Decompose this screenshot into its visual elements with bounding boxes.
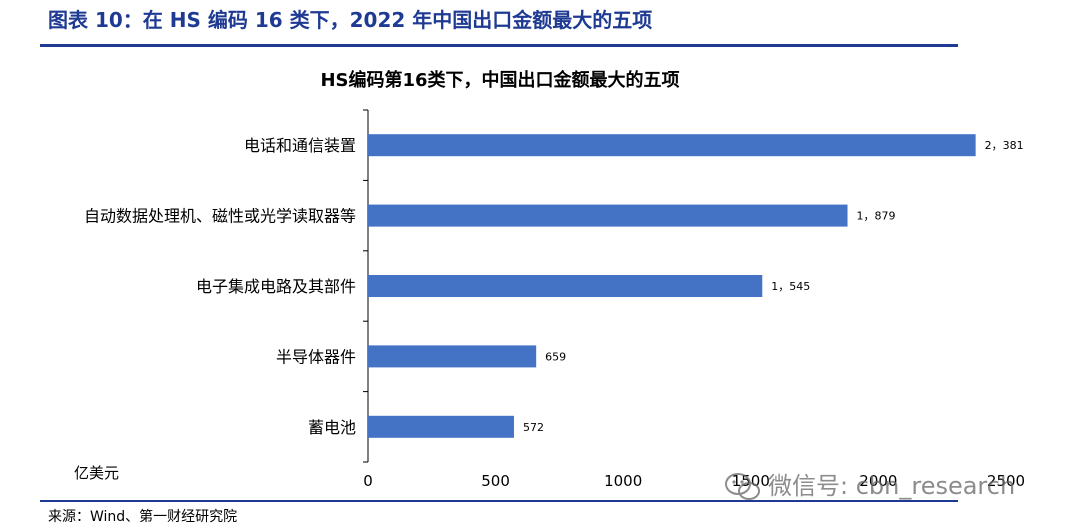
- data-label: 1，879: [857, 210, 896, 223]
- data-label: 1，545: [771, 280, 810, 293]
- bottom-rule: [40, 500, 958, 502]
- bar: [368, 134, 976, 157]
- bar: [368, 345, 537, 368]
- figure-title: 图表 10：在 HS 编码 16 类下，2022 年中国出口金额最大的五项: [48, 8, 653, 32]
- data-label: 572: [523, 421, 544, 434]
- wechat-icon: [725, 473, 760, 500]
- watermark-text: 微信号: cbn_research: [768, 472, 1016, 500]
- category-label: 电子集成电路及其部件: [196, 277, 356, 296]
- bar: [368, 204, 848, 227]
- bar: [368, 275, 763, 297]
- data-label: 659: [545, 350, 566, 363]
- x-tick-label: 2000: [859, 472, 897, 490]
- title-rule: [40, 44, 958, 47]
- source-note: 来源：Wind、第一财经研究院: [48, 509, 238, 525]
- watermark: 微信号: cbn_research: [724, 466, 1015, 502]
- bar: [368, 415, 514, 438]
- x-tick-label: 1000: [604, 472, 642, 490]
- x-tick-label: 500: [481, 472, 510, 490]
- bars-layer: 电话和通信装置 2，381 自动数据处理机、磁性或光学读取器等 1，879 电子集成电路…: [84, 109, 1025, 490]
- x-tick-label: 0: [363, 472, 373, 490]
- x-tick-label: 2500: [987, 472, 1025, 490]
- category-label: 电话和通信装置: [244, 136, 356, 155]
- category-label: 蓄电池: [308, 418, 356, 437]
- data-label: 2，381: [985, 139, 1024, 152]
- category-label: 自动数据处理机、磁性或光学读取器等: [84, 207, 356, 226]
- unit-label: 亿美元: [74, 464, 120, 482]
- chart-title: HS编码第16类下，中国出口金额最大的五项: [320, 69, 679, 91]
- category-label: 半导体器件: [276, 347, 356, 366]
